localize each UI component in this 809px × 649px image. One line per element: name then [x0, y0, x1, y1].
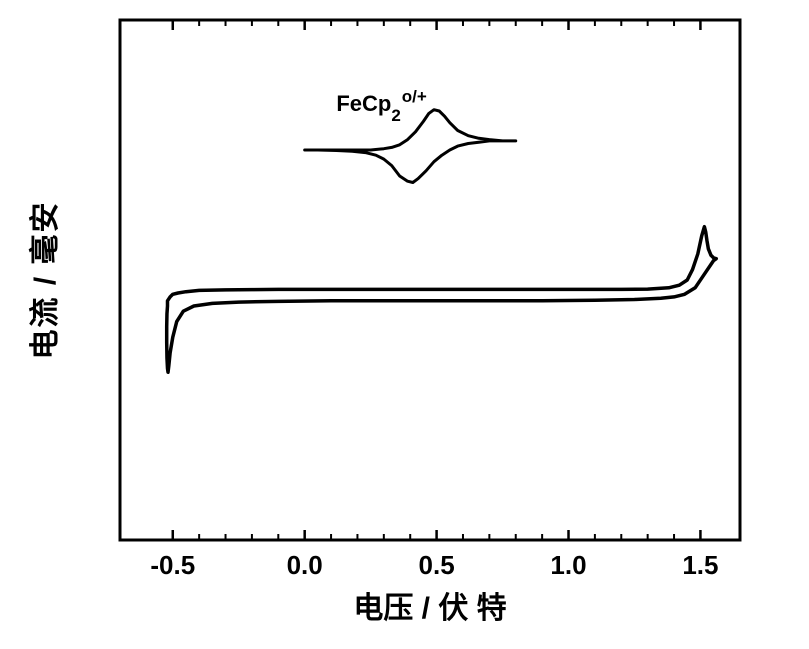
- chart-container: -0.5 0.0 0.5 1.0 1.5 FeCp2o/+ 电压 / 伏 特 电流 / 毫安: [0, 0, 809, 649]
- svg-text:FeCp2o/+: FeCp2o/+: [336, 87, 427, 125]
- svg-text:-0.5: -0.5: [150, 550, 195, 580]
- svg-text:电流 / 毫安: 电流 / 毫安: [28, 200, 62, 359]
- cv-plot-svg: -0.5 0.0 0.5 1.0 1.5 FeCp2o/+ 电压 / 伏 特 电流 / 毫安: [0, 0, 809, 649]
- svg-text:1.5: 1.5: [682, 550, 718, 580]
- svg-text:0.0: 0.0: [287, 550, 323, 580]
- svg-text:电压 / 伏 特: 电压 / 伏 特: [353, 592, 506, 625]
- svg-text:0.5: 0.5: [419, 550, 455, 580]
- svg-text:1.0: 1.0: [550, 550, 586, 580]
